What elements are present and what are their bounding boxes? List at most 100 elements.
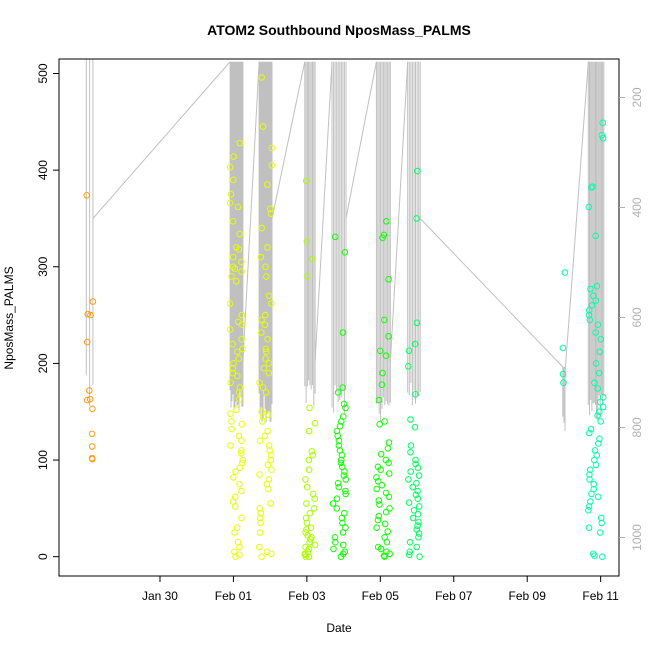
data-point xyxy=(262,345,270,353)
data-point xyxy=(585,507,592,514)
data-point xyxy=(233,406,240,414)
data-point xyxy=(262,355,269,362)
data-point xyxy=(407,449,414,456)
data-point xyxy=(258,418,266,425)
data-point xyxy=(89,455,96,463)
data-point xyxy=(590,480,598,488)
data-point xyxy=(378,481,386,489)
data-point xyxy=(307,536,314,543)
x-tick-label: Feb 01 xyxy=(215,589,253,603)
data-point xyxy=(265,485,272,493)
data-point xyxy=(311,495,319,503)
data-point xyxy=(599,134,607,142)
data-point xyxy=(228,425,235,433)
data-point xyxy=(311,505,318,512)
data-point xyxy=(329,500,337,507)
data-point xyxy=(228,273,235,280)
data-point xyxy=(228,418,235,425)
data-point xyxy=(375,396,383,404)
data-point xyxy=(262,311,269,319)
data-point xyxy=(267,205,274,213)
data-point xyxy=(229,364,237,372)
data-point xyxy=(305,545,313,553)
data-point xyxy=(413,215,420,222)
data-point xyxy=(414,522,421,530)
data-point xyxy=(258,224,266,232)
data-point xyxy=(229,253,237,261)
data-point xyxy=(86,387,93,394)
data-point xyxy=(83,396,91,404)
data-point xyxy=(413,543,421,551)
data-point xyxy=(234,372,241,380)
data-point xyxy=(263,348,270,356)
data-point xyxy=(256,505,263,512)
data-point xyxy=(264,244,271,251)
data-point xyxy=(236,480,243,488)
data-point xyxy=(384,528,392,535)
right-axis: 200 400 600 800 1000 xyxy=(619,87,644,551)
data-point xyxy=(341,249,349,256)
data-point xyxy=(229,263,237,271)
data-point xyxy=(413,319,421,327)
data-point xyxy=(258,74,266,81)
data-point xyxy=(381,553,388,561)
data-point xyxy=(378,381,386,389)
data-point xyxy=(339,541,347,549)
data-point xyxy=(377,545,385,553)
data-point xyxy=(410,507,418,514)
data-point xyxy=(589,183,596,190)
data-point xyxy=(373,485,381,493)
data-point xyxy=(597,514,605,522)
data-point xyxy=(385,439,393,446)
y-tick-label: 0 xyxy=(36,553,50,560)
y-axis-label: NposMass_PALMS xyxy=(2,266,16,369)
data-point xyxy=(238,258,245,266)
data-point xyxy=(264,335,271,343)
data-point xyxy=(257,509,265,517)
data-point xyxy=(265,369,273,377)
data-point xyxy=(231,265,239,273)
data-point xyxy=(414,464,422,472)
x-tick-label: Feb 07 xyxy=(435,589,473,603)
data-point xyxy=(239,345,246,353)
data-point xyxy=(238,335,245,343)
data-point xyxy=(335,437,343,445)
data-point xyxy=(385,493,393,501)
data-point xyxy=(256,437,264,445)
transit-line xyxy=(271,61,306,219)
data-point xyxy=(236,464,244,472)
data-point xyxy=(596,348,603,356)
data-point xyxy=(342,490,349,498)
data-point xyxy=(341,548,349,556)
data-point xyxy=(305,466,313,474)
data-point xyxy=(309,451,317,459)
profile-descent xyxy=(304,61,316,407)
data-point xyxy=(83,192,91,199)
data-point xyxy=(385,459,392,467)
data-point xyxy=(586,471,593,478)
data-point xyxy=(592,232,599,240)
data-point xyxy=(406,538,414,546)
y-tick-label: 400 xyxy=(36,160,50,180)
data-point xyxy=(236,139,244,147)
data-point xyxy=(342,476,350,483)
data-point xyxy=(89,405,96,413)
data-point xyxy=(405,347,413,355)
data-point xyxy=(330,545,337,553)
x-tick-label: Feb 05 xyxy=(362,589,400,603)
data-point xyxy=(599,553,606,561)
profile-descent xyxy=(85,59,94,406)
data-point xyxy=(382,508,390,516)
data-point xyxy=(385,276,392,283)
data-point xyxy=(333,427,341,435)
data-point xyxy=(268,144,276,152)
x-tick-label: Feb 09 xyxy=(509,589,547,603)
data-point xyxy=(592,329,599,336)
data-point xyxy=(265,292,273,300)
data-point xyxy=(384,445,392,452)
data-point xyxy=(302,177,310,185)
data-point xyxy=(409,514,417,522)
transit-line xyxy=(564,61,589,373)
data-point xyxy=(375,497,383,504)
data-point xyxy=(595,369,603,377)
